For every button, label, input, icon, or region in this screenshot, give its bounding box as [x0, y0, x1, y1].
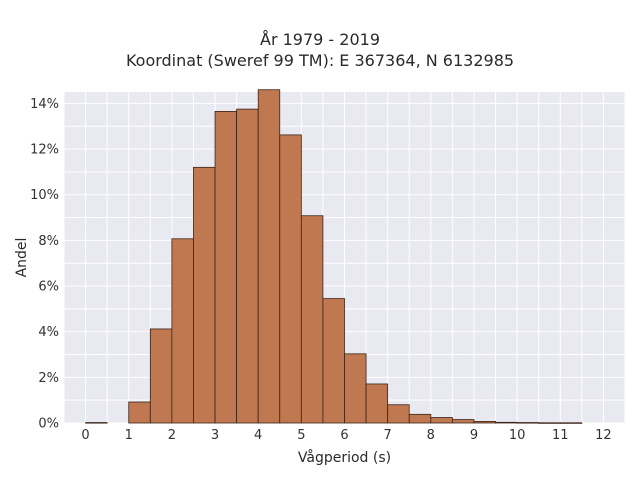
bars — [85, 89, 583, 424]
x-tick-label: 2 — [168, 428, 176, 443]
x-tick-label: 5 — [297, 428, 305, 443]
x-tick-label: 11 — [552, 428, 569, 443]
histogram-bar — [149, 328, 173, 424]
y-axis-label: Andel — [14, 238, 30, 278]
x-tick-label: 4 — [254, 428, 262, 443]
histogram-bar — [214, 111, 238, 424]
y-tick-labels: 0% 2% 4% 6% 8% 10% 12% 14% — [30, 97, 59, 432]
histogram-bar — [128, 401, 151, 424]
histogram-bar — [559, 422, 583, 424]
chart-title: År 1979 - 2019 — [260, 30, 380, 49]
histogram-bar — [387, 404, 410, 424]
histogram-bar — [473, 421, 496, 424]
x-tick-label: 6 — [340, 428, 348, 443]
histogram-bar — [85, 422, 108, 424]
x-tick-labels: 0 1 2 3 4 5 6 7 8 9 10 11 12 — [81, 428, 611, 443]
y-tick-label: 6% — [38, 280, 59, 295]
histogram-bar — [451, 419, 475, 424]
x-tick-label: 3 — [211, 428, 219, 443]
x-tick-label: 9 — [470, 428, 478, 443]
histogram-bar — [495, 421, 518, 424]
histogram-bar — [279, 134, 302, 424]
y-tick-label: 12% — [30, 143, 59, 158]
histogram-bar — [322, 298, 345, 424]
histogram-bar — [516, 422, 540, 424]
histogram-bar — [538, 422, 561, 424]
x-tick-label: 7 — [384, 428, 392, 443]
y-tick-label: 14% — [30, 97, 59, 112]
y-tick-label: 4% — [38, 325, 59, 340]
histogram-bar — [171, 238, 194, 424]
histogram-bar — [236, 108, 259, 424]
histogram-bar — [300, 215, 324, 424]
x-axis-label: Vågperiod (s) — [298, 449, 391, 466]
y-tick-label: 8% — [38, 234, 59, 249]
x-tick-label: 1 — [125, 428, 133, 443]
histogram-bar — [430, 417, 453, 424]
x-tick-label: 10 — [509, 428, 526, 443]
x-tick-label: 0 — [81, 428, 89, 443]
x-tick-label: 8 — [427, 428, 435, 443]
histogram-bar — [257, 89, 281, 424]
histogram-bar — [193, 166, 216, 424]
chart-subtitle: Koordinat (Sweref 99 TM): E 367364, N 61… — [125, 51, 515, 70]
y-tick-label: 2% — [38, 371, 59, 386]
x-tick-label: 12 — [595, 428, 612, 443]
histogram-bar — [365, 383, 389, 424]
y-tick-label: 0% — [38, 417, 59, 432]
histogram-bar — [408, 413, 432, 424]
histogram-bar — [344, 353, 367, 424]
y-tick-label: 10% — [30, 188, 59, 203]
